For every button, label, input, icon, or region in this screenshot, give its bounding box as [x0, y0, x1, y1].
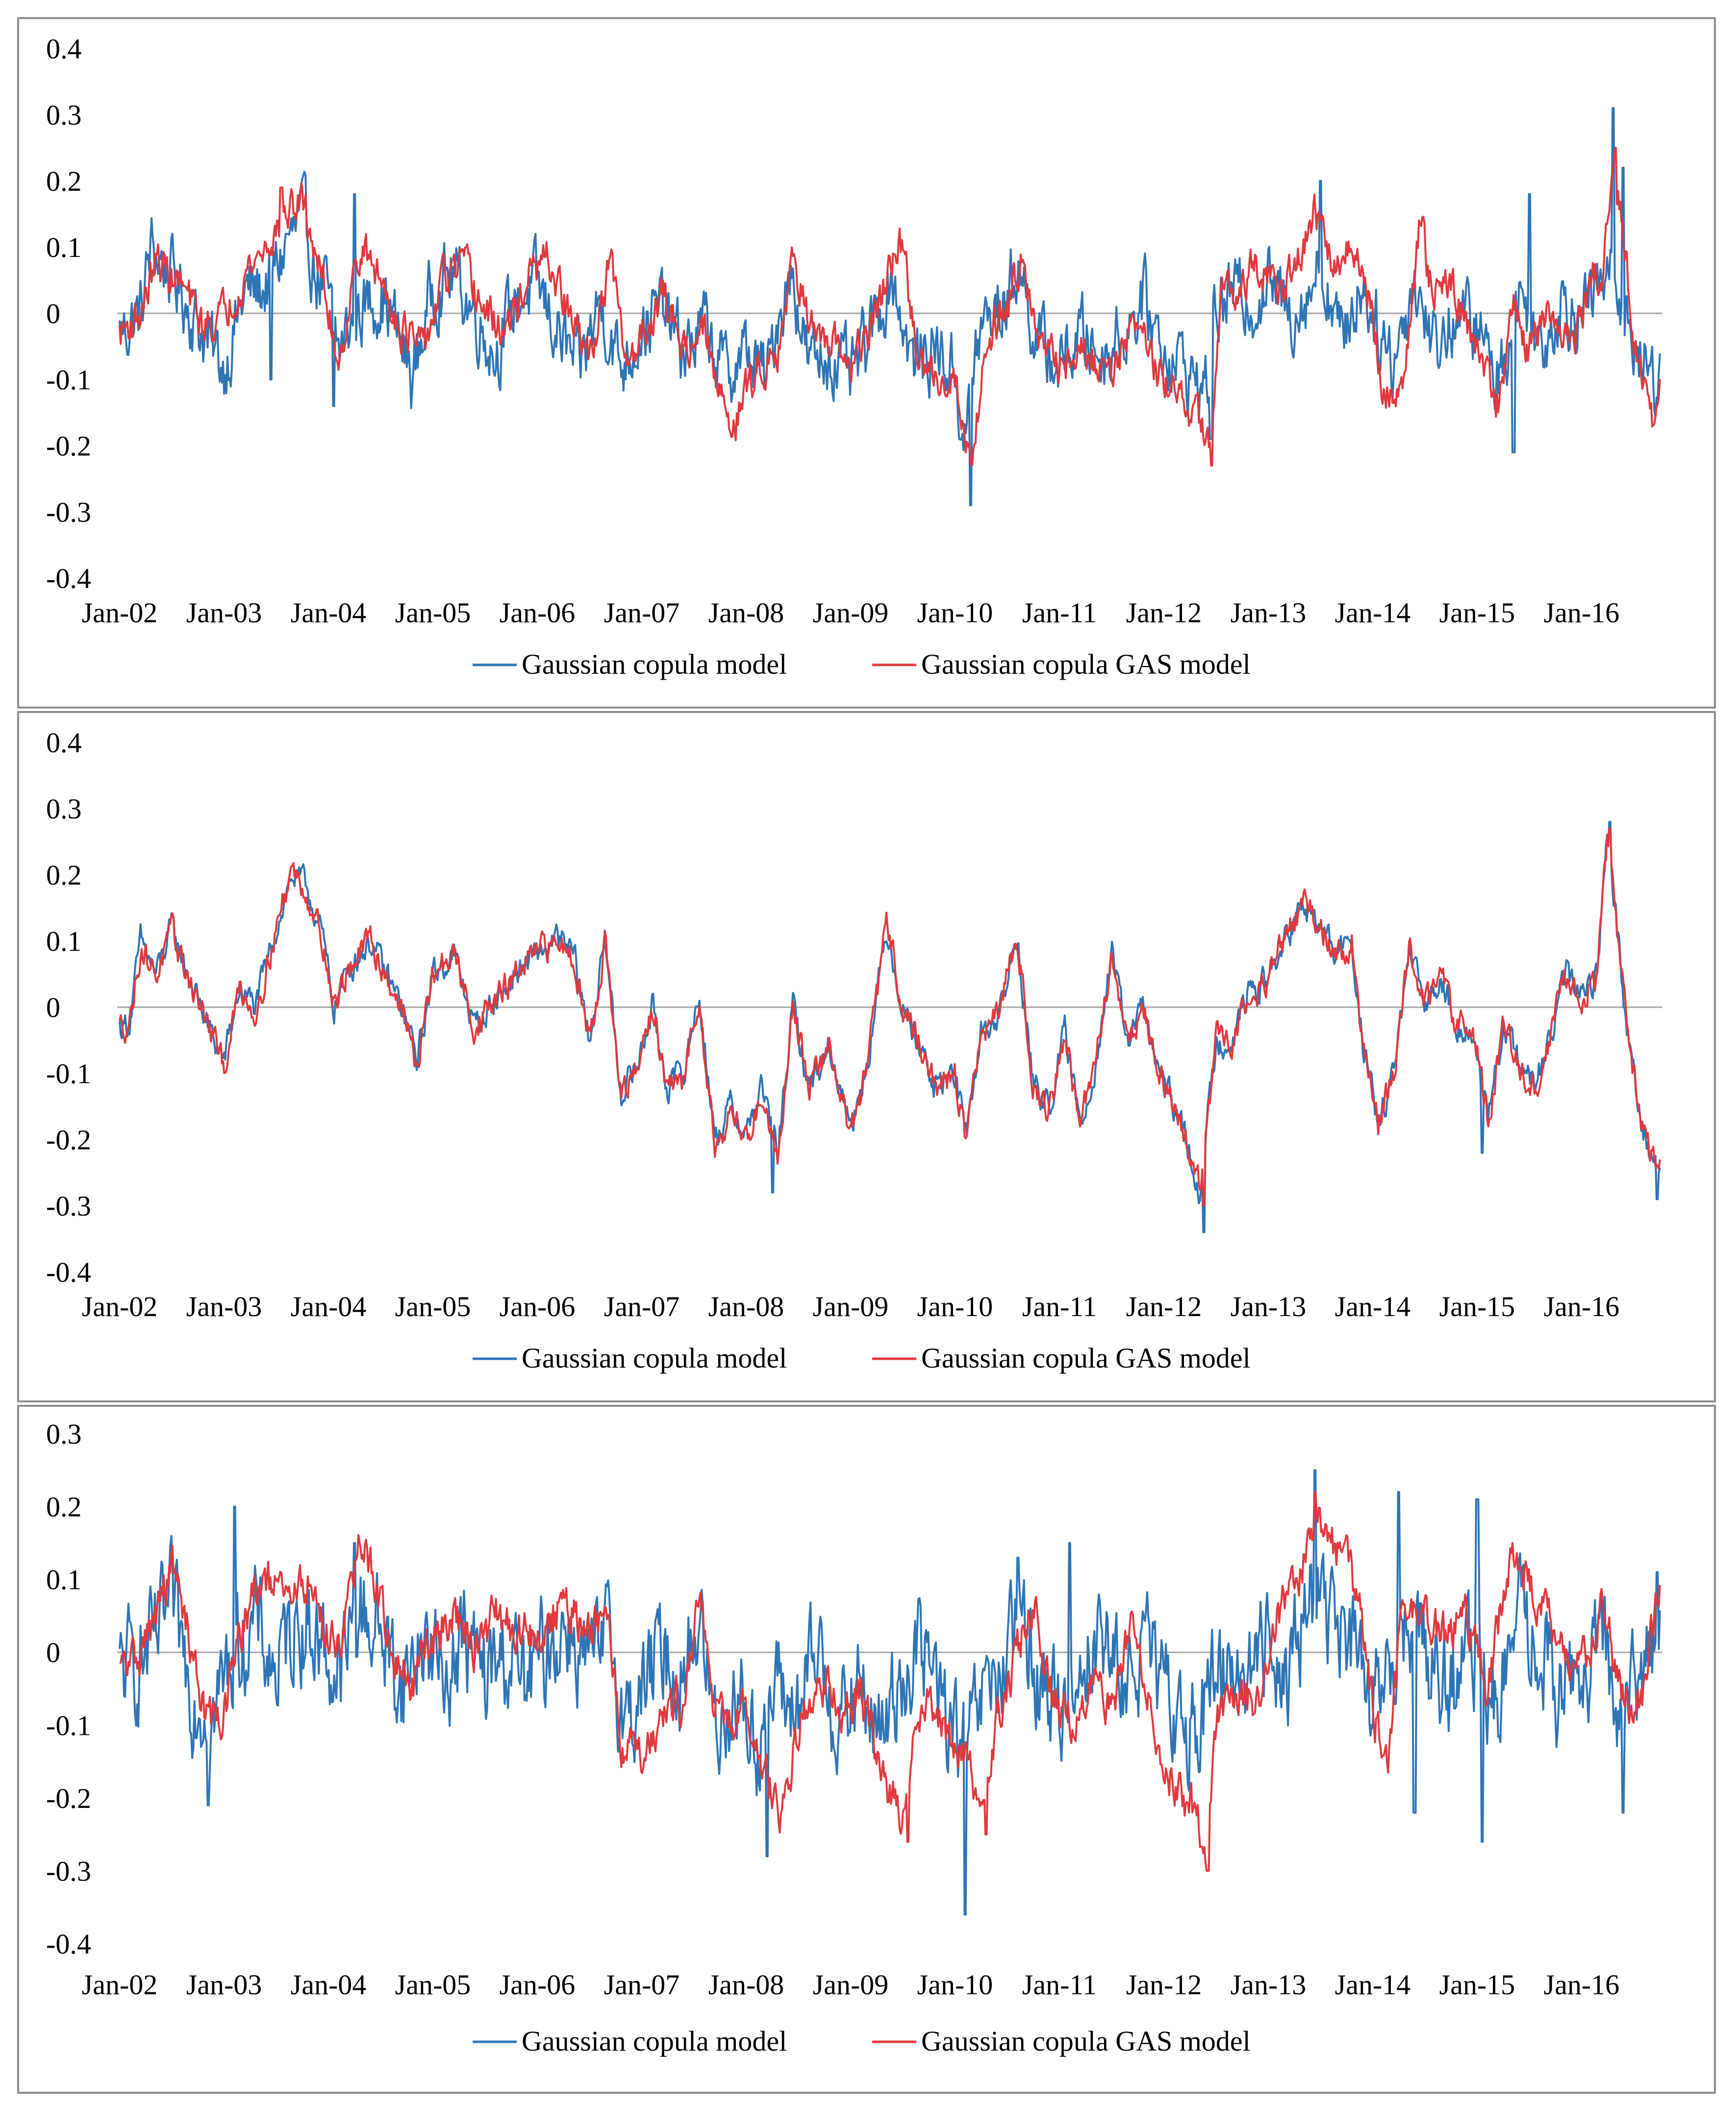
x-tick-label: Jan-14 — [1335, 1291, 1411, 1322]
y-tick-label: 0 — [46, 298, 60, 330]
x-tick-label: Jan-14 — [1335, 1969, 1411, 2001]
legend-label: Gaussian copula GAS model — [921, 648, 1251, 680]
x-tick-label: Jan-16 — [1544, 1291, 1620, 1322]
x-tick-label: Jan-09 — [813, 597, 889, 629]
x-tick-label: Jan-10 — [917, 1291, 993, 1322]
y-tick-label: 0.4 — [46, 33, 82, 65]
y-tick-label: 0.2 — [46, 859, 82, 891]
x-tick-label: Jan-11 — [1022, 1969, 1097, 2001]
x-tick-label: Jan-09 — [813, 1291, 889, 1322]
y-tick-label: -0.3 — [46, 496, 91, 528]
y-tick-label: -0.1 — [46, 1709, 91, 1741]
x-tick-label: Jan-13 — [1231, 1969, 1307, 2001]
y-tick-label: -0.2 — [46, 1782, 91, 1814]
chart-panel-3: 0.3 0.2 0.1 0 -0.1 -0.2 -0.3 -0.4 Jan-02 Jan-03 Ja… — [17, 1405, 1716, 2094]
y-tick-label: 0.1 — [46, 231, 82, 263]
y-tick-label: 0.1 — [46, 925, 82, 957]
x-tick-label: Jan-12 — [1126, 597, 1202, 629]
x-tick-label: Jan-08 — [708, 597, 784, 629]
x-tick-label: Jan-02 — [82, 1969, 158, 2001]
legend-label: Gaussian copula GAS model — [921, 1342, 1251, 1374]
y-tick-label: -0.3 — [46, 1855, 91, 1887]
x-tick-label: Jan-05 — [395, 1291, 471, 1322]
x-tick-label: Jan-05 — [395, 1969, 471, 2001]
x-tick-label: Jan-03 — [186, 1291, 262, 1322]
y-tick-label: 0.3 — [46, 99, 82, 131]
y-tick-label: -0.2 — [46, 430, 91, 462]
series-line-gaussian-copula — [119, 821, 1661, 1233]
y-tick-label: -0.4 — [46, 1928, 91, 1960]
x-tick-label: Jan-03 — [186, 1969, 262, 2001]
x-tick-label: Jan-15 — [1439, 597, 1515, 629]
y-tick-label: -0.3 — [46, 1190, 91, 1222]
x-tick-label: Jan-03 — [186, 597, 262, 629]
x-tick-label: Jan-04 — [291, 1291, 367, 1322]
y-tick-label: 0.2 — [46, 165, 82, 197]
series-line-gaussian-copula-gas — [119, 147, 1661, 467]
y-tick-label: -0.2 — [46, 1124, 91, 1156]
x-tick-label: Jan-04 — [291, 597, 367, 629]
x-tick-label: Jan-06 — [500, 1291, 576, 1322]
x-tick-label: Jan-16 — [1544, 597, 1620, 629]
y-tick-label: 0.2 — [46, 1491, 82, 1523]
chart-3-svg: 0.3 0.2 0.1 0 -0.1 -0.2 -0.3 -0.4 Jan-02 Jan-03 Ja… — [46, 1418, 1662, 2057]
series-line-gaussian-copula-gas — [119, 1491, 1661, 1872]
x-tick-label: Jan-10 — [917, 1969, 993, 2001]
x-tick-label: Jan-02 — [82, 597, 158, 629]
y-tick-label: -0.4 — [46, 1256, 91, 1288]
x-tick-label: Jan-06 — [500, 597, 576, 629]
x-tick-label: Jan-04 — [291, 1969, 367, 2001]
y-tick-label: -0.1 — [46, 1058, 91, 1090]
chart-panel-2: 0.4 0.3 0.2 0.1 0 -0.1 -0.2 -0.3 -0.4 Jan-02 Jan-0… — [17, 711, 1716, 1402]
x-tick-label: Jan-15 — [1439, 1969, 1515, 2001]
y-tick-label: 0.3 — [46, 793, 82, 825]
y-tick-label: 0.4 — [46, 727, 82, 759]
legend-label: Gaussian copula model — [522, 1342, 787, 1374]
x-tick-label: Jan-08 — [708, 1969, 784, 2001]
y-tick-label: -0.4 — [46, 562, 91, 594]
x-tick-label: Jan-07 — [604, 1291, 680, 1322]
x-tick-label: Jan-07 — [604, 1969, 680, 2001]
x-tick-label: Jan-06 — [500, 1969, 576, 2001]
x-tick-label: Jan-13 — [1231, 1291, 1307, 1322]
chart-panel-1: 0.4 0.3 0.2 0.1 0 -0.1 -0.2 -0.3 -0.4 Jan-02 Jan-0… — [17, 17, 1716, 709]
x-tick-label: Jan-09 — [813, 1969, 889, 2001]
x-tick-label: Jan-02 — [82, 1291, 158, 1322]
x-tick-label: Jan-11 — [1022, 1291, 1097, 1322]
x-tick-label: Jan-13 — [1231, 597, 1307, 629]
x-tick-label: Jan-07 — [604, 597, 680, 629]
series-line-gaussian-copula-gas — [119, 827, 1661, 1207]
x-tick-label: Jan-15 — [1439, 1291, 1515, 1322]
y-tick-label: 0 — [46, 1637, 60, 1669]
x-tick-label: Jan-14 — [1335, 597, 1411, 629]
x-tick-label: Jan-12 — [1126, 1969, 1202, 2001]
x-tick-label: Jan-11 — [1022, 597, 1097, 629]
x-tick-label: Jan-16 — [1544, 1969, 1620, 2001]
y-tick-label: 0.1 — [46, 1564, 82, 1596]
y-tick-label: -0.1 — [46, 364, 91, 396]
x-tick-label: Jan-05 — [395, 597, 471, 629]
x-tick-label: Jan-08 — [708, 1291, 784, 1322]
x-tick-label: Jan-10 — [917, 597, 993, 629]
legend-label: Gaussian copula model — [522, 648, 787, 680]
legend-label: Gaussian copula GAS model — [921, 2025, 1251, 2057]
x-tick-label: Jan-12 — [1126, 1291, 1202, 1322]
legend-label: Gaussian copula model — [522, 2025, 787, 2057]
y-tick-label: 0 — [46, 991, 60, 1023]
series-line-gaussian-copula — [119, 107, 1661, 507]
y-tick-label: 0.3 — [46, 1418, 82, 1450]
series-line-gaussian-copula — [119, 1469, 1661, 1916]
